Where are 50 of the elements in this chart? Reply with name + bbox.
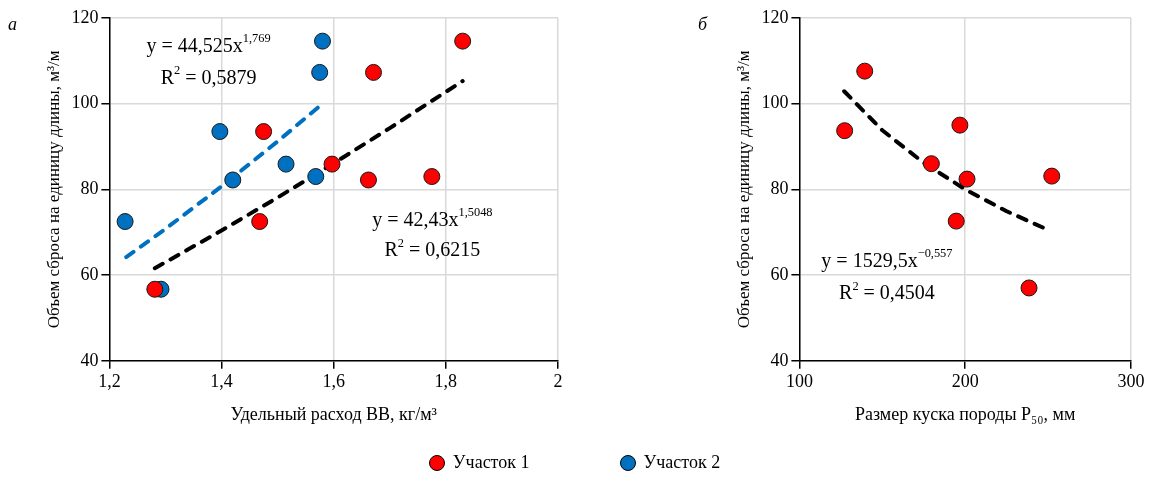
point: [224, 171, 242, 189]
x-tick-label: 2: [553, 371, 563, 392]
point: [311, 63, 329, 81]
y-tick-label: 80: [770, 178, 789, 199]
point: [856, 62, 874, 80]
x-tick-label: 1,6: [322, 371, 345, 392]
x-tick-label: 1,8: [434, 371, 458, 392]
x-tick-label: 300: [1117, 371, 1145, 392]
point: [211, 123, 229, 141]
point: [922, 155, 940, 173]
point: [359, 171, 377, 189]
y-tick-label: 120: [761, 6, 789, 27]
x-axis-title: Удельный расход ВВ, кг/м³: [230, 403, 438, 424]
y-tick-label: 100: [71, 92, 99, 113]
point: [313, 32, 331, 50]
point: [423, 168, 441, 186]
point: [958, 170, 976, 188]
y-tick-label: 40: [80, 349, 99, 370]
point: [323, 155, 341, 173]
x-tick-label: 100: [785, 371, 813, 392]
chart-title: а: [8, 13, 17, 34]
x-tick-label: 1,4: [210, 371, 233, 392]
x-axis-title: Размер куска породы P₅₀, мм: [855, 403, 1076, 424]
legend-label: Участок 1: [452, 452, 530, 473]
x-tick-label: 200: [951, 371, 979, 392]
point: [255, 123, 273, 141]
x-tick-label: 1,2: [98, 371, 121, 392]
point: [146, 280, 164, 298]
point: [1020, 279, 1038, 297]
y-tick-label: 120: [71, 6, 99, 27]
y-tick-label: 80: [80, 178, 99, 199]
y-tick-label: 100: [761, 92, 789, 113]
y-axis-title: Объем сброса на единицу длины, м³/м: [733, 50, 753, 329]
y-tick-label: 60: [770, 263, 789, 284]
point: [277, 155, 295, 173]
line-series: [842, 89, 1047, 231]
y-axis-title: Объем сброса на единицу длины, м³/м: [43, 50, 63, 329]
point: [365, 63, 383, 81]
point: [307, 168, 325, 186]
point: [1043, 167, 1061, 185]
point: [116, 213, 134, 231]
y-tick-label: 60: [80, 263, 99, 284]
point: [251, 213, 269, 231]
point: [947, 212, 965, 230]
point: [951, 116, 969, 134]
y-tick-label: 40: [770, 349, 789, 370]
chart-title: б: [698, 13, 708, 34]
point: [454, 32, 472, 50]
legend-label: Участок 2: [643, 452, 721, 473]
point: [836, 122, 854, 140]
